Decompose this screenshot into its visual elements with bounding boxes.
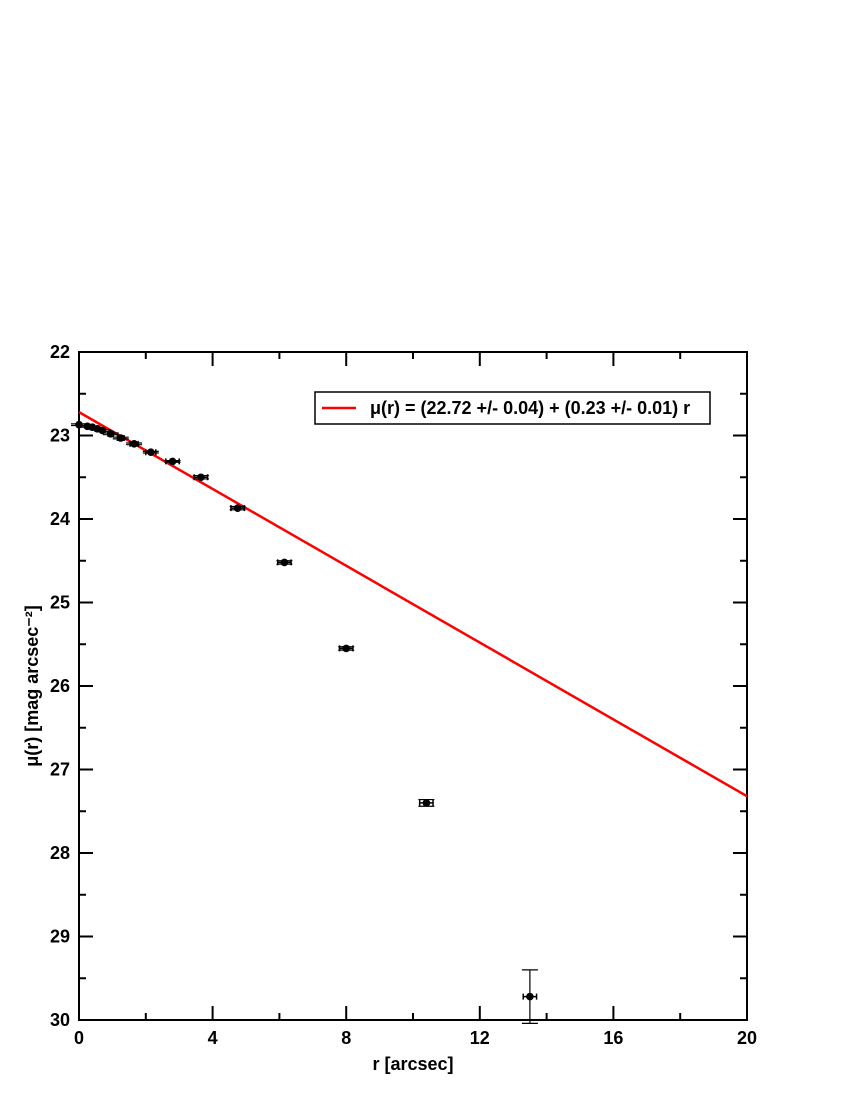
data-point bbox=[280, 558, 289, 567]
x-tick-label: 0 bbox=[74, 1028, 84, 1048]
data-point bbox=[342, 644, 351, 653]
x-axis-label: r [arcsec] bbox=[372, 1054, 453, 1074]
data-point bbox=[526, 992, 534, 1001]
plot-frame bbox=[78, 351, 748, 1021]
fit-line bbox=[78, 411, 748, 798]
data-point bbox=[98, 426, 107, 435]
y-tick-label: 24 bbox=[50, 509, 70, 529]
y-tick-label: 29 bbox=[50, 927, 70, 947]
y-axis-label: μ(r) [mag arcsec⁻²] bbox=[22, 605, 42, 767]
y-tick-label: 28 bbox=[50, 843, 70, 863]
data-point bbox=[116, 434, 125, 442]
data-point bbox=[130, 440, 138, 448]
y-tick-label: 26 bbox=[50, 676, 70, 696]
data-point bbox=[233, 504, 242, 512]
x-tick-label: 12 bbox=[470, 1028, 490, 1048]
y-tick-label: 25 bbox=[50, 593, 70, 613]
y-tick-label: 22 bbox=[50, 342, 70, 362]
x-tick-label: 20 bbox=[737, 1028, 757, 1048]
data-point bbox=[75, 420, 83, 429]
x-tick-label: 16 bbox=[603, 1028, 623, 1048]
legend-box bbox=[314, 391, 711, 425]
y-tick-label: 27 bbox=[50, 760, 70, 780]
data-point bbox=[422, 799, 431, 807]
data-point bbox=[197, 473, 205, 482]
data-point bbox=[147, 448, 155, 457]
data-point bbox=[168, 457, 177, 466]
x-tick-label: 8 bbox=[341, 1028, 351, 1048]
x-tick-label: 4 bbox=[208, 1028, 218, 1048]
y-tick-label: 30 bbox=[50, 1010, 70, 1030]
legend-label: μ(r) = (22.72 +/- 0.04) + (0.23 +/- 0.01… bbox=[370, 398, 690, 418]
data-point bbox=[106, 430, 115, 438]
y-tick-label: 23 bbox=[50, 426, 70, 446]
